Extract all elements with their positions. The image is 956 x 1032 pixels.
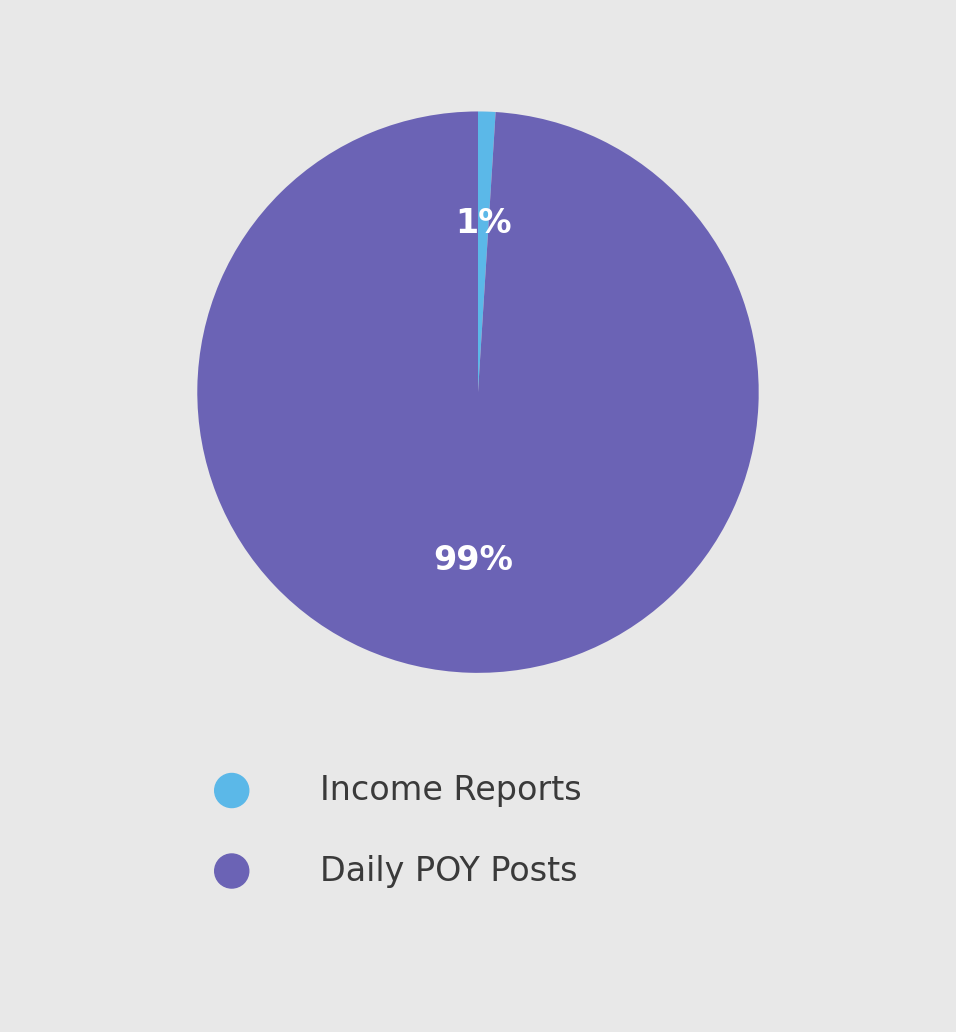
Ellipse shape: [215, 854, 249, 888]
Wedge shape: [478, 111, 495, 392]
Text: Income Reports: Income Reports: [319, 774, 581, 807]
Text: Daily POY Posts: Daily POY Posts: [319, 854, 577, 888]
Wedge shape: [197, 111, 759, 673]
Text: 1%: 1%: [455, 207, 511, 240]
Ellipse shape: [215, 774, 249, 807]
Text: 99%: 99%: [433, 544, 512, 577]
